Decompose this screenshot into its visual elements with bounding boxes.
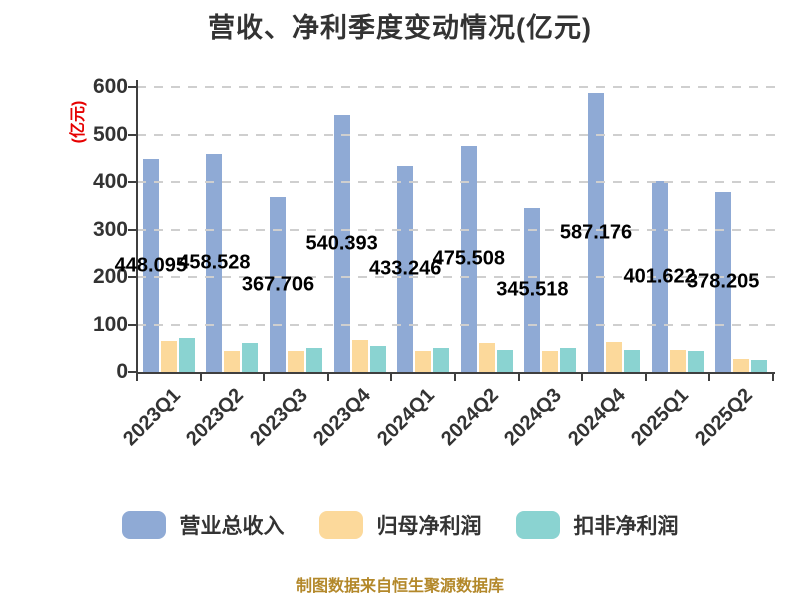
bar-net_profit-2023Q3[interactable] [288, 351, 304, 372]
bar-revenue-2024Q4[interactable] [588, 93, 604, 372]
bar-revenue-2023Q2[interactable] [206, 154, 223, 372]
gridline-600 [137, 86, 775, 88]
x-axis-line [136, 372, 775, 374]
x-label-2024Q1: 2024Q1 [373, 384, 439, 451]
legend-label-non_gaap_profit: 扣非净利润 [573, 515, 679, 538]
value-label-2024Q2: 475.508 [432, 247, 505, 270]
legend: 营业总收入 归母净利润 扣非净利润 [0, 510, 800, 540]
gridline-200 [137, 276, 775, 278]
value-label-2023Q2: 458.528 [178, 251, 251, 274]
y-tick-100 [128, 323, 137, 326]
x-label-2023Q1: 2023Q1 [118, 384, 185, 451]
y-axis-line [136, 80, 138, 374]
legend-item-revenue[interactable]: 营业总收入 [121, 510, 285, 540]
y-tick-0 [128, 371, 137, 373]
legend-swatch-revenue [121, 511, 166, 539]
x-tick-10 [772, 374, 774, 381]
value-label-2024Q1: 433.246 [369, 257, 442, 280]
bar-non_gaap_profit-2024Q2[interactable] [496, 349, 513, 372]
value-label-2025Q1: 401.622 [623, 265, 696, 288]
y-tick-300 [128, 228, 137, 231]
bar-revenue-2024Q3[interactable] [524, 207, 541, 372]
x-tick-2 [263, 374, 266, 381]
legend-label-revenue: 营业总收入 [179, 515, 285, 538]
bar-non_gaap_profit-2024Q3[interactable] [560, 347, 577, 372]
bar-non_gaap_profit-2025Q2[interactable] [751, 360, 768, 372]
value-label-2025Q2: 378.205 [687, 270, 760, 293]
x-tick-6 [517, 374, 520, 381]
bar-net_profit-2025Q2[interactable] [733, 359, 750, 372]
footer-note: 制图数据来自恒生聚源数据库 [295, 578, 504, 595]
legend-item-net_profit[interactable]: 归母净利润 [318, 510, 482, 540]
chart-title: 营收、净利季度变动情况(亿元) [208, 13, 592, 43]
gridline-500 [137, 133, 775, 136]
bar-net_profit-2024Q4[interactable] [606, 341, 622, 372]
x-label-2023Q4: 2023Q4 [309, 384, 376, 451]
bar-non_gaap_profit-2025Q1[interactable] [687, 351, 704, 372]
bar-net_profit-2023Q2[interactable] [224, 351, 241, 372]
x-tick-8 [644, 374, 647, 381]
x-tick-5 [454, 374, 456, 381]
bar-revenue-2024Q2[interactable] [460, 146, 477, 372]
bar-revenue-2024Q1[interactable] [397, 166, 414, 372]
bar-non_gaap_profit-2024Q1[interactable] [433, 348, 450, 372]
bar-revenue-2025Q2[interactable] [715, 192, 732, 372]
x-label-2025Q2: 2025Q2 [691, 384, 757, 451]
bar-net_profit-2023Q1[interactable] [160, 341, 177, 372]
bar-net_profit-2023Q4[interactable] [351, 340, 368, 372]
y-tick-400 [128, 181, 137, 183]
x-label-2023Q2: 2023Q2 [182, 384, 249, 451]
y-tick-label-500: 500 [92, 122, 128, 146]
y-tick-label-100: 100 [92, 312, 128, 336]
bar-non_gaap_profit-2023Q3[interactable] [306, 347, 322, 372]
value-label-2024Q3: 345.518 [496, 278, 569, 301]
bar-net_profit-2024Q1[interactable] [415, 351, 432, 372]
bar-net_profit-2024Q2[interactable] [478, 343, 495, 372]
legend-swatch-non_gaap_profit [515, 511, 560, 539]
x-label-2024Q3: 2024Q3 [500, 384, 567, 451]
legend-label-net_profit: 归母净利润 [376, 515, 482, 538]
legend-swatch-net_profit [318, 511, 363, 539]
y-tick-200 [128, 276, 137, 278]
value-label-2023Q3: 367.706 [241, 273, 315, 296]
y-tick-label-200: 200 [92, 265, 128, 288]
x-label-2024Q4: 2024Q4 [563, 384, 630, 451]
value-label-2023Q4: 540.393 [305, 232, 378, 255]
value-label-2023Q1: 448.095 [114, 254, 187, 277]
x-label-2023Q3: 2023Q3 [245, 384, 312, 451]
bar-revenue-2023Q3[interactable] [270, 197, 286, 372]
y-tick-label-300: 300 [92, 217, 128, 241]
y-tick-600 [128, 86, 137, 88]
x-tick-0 [136, 374, 138, 381]
bar-non_gaap_profit-2024Q4[interactable] [624, 350, 640, 372]
x-tick-3 [326, 374, 329, 381]
x-tick-4 [390, 374, 393, 381]
legend-item-non_gaap_profit[interactable]: 扣非净利润 [515, 510, 679, 540]
bar-non_gaap_profit-2023Q2[interactable] [242, 343, 259, 372]
gridline-100 [137, 323, 775, 326]
gridline-400 [137, 181, 775, 183]
bar-non_gaap_profit-2023Q4[interactable] [369, 345, 386, 372]
value-label-2024Q4: 587.176 [559, 221, 633, 244]
bar-net_profit-2025Q1[interactable] [669, 350, 686, 372]
x-tick-7 [581, 374, 584, 381]
x-tick-9 [708, 374, 711, 381]
x-label-2024Q2: 2024Q2 [436, 384, 503, 451]
y-tick-label-600: 600 [92, 75, 128, 98]
x-label-2025Q1: 2025Q1 [627, 384, 694, 451]
x-tick-1 [199, 374, 202, 381]
gridline-300 [137, 228, 775, 231]
bar-revenue-2023Q4[interactable] [333, 115, 350, 372]
y-tick-500 [128, 133, 137, 136]
y-tick-label-0: 0 [116, 360, 128, 383]
bar-non_gaap_profit-2023Q1[interactable] [178, 337, 195, 372]
y-tick-label-400: 400 [92, 170, 128, 193]
bar-net_profit-2024Q3[interactable] [542, 350, 559, 372]
bar-revenue-2023Q1[interactable] [142, 159, 159, 372]
